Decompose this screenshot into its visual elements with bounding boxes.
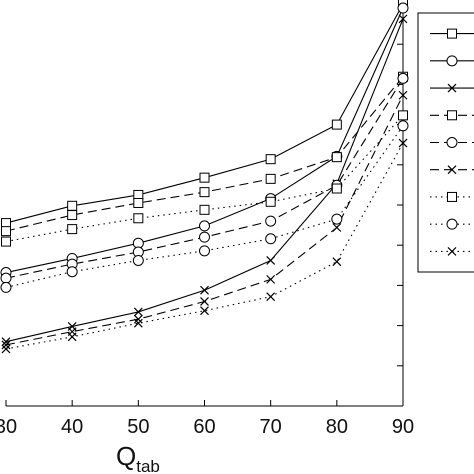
legend-entry <box>430 218 474 230</box>
data-point <box>199 172 210 183</box>
legend-marker <box>447 165 457 175</box>
data-point <box>200 306 209 316</box>
data-point <box>331 119 342 130</box>
x-axis-ticks: 30 40 50 60 70 80 90 <box>0 400 414 438</box>
data-point <box>331 152 342 163</box>
data-point <box>398 138 408 148</box>
data-point <box>200 297 209 306</box>
data-point <box>265 233 277 245</box>
data-point <box>133 314 143 324</box>
data-point <box>397 120 409 132</box>
data-point <box>265 215 277 227</box>
data-point <box>1 340 11 350</box>
x-tick-label: 80 <box>326 416 348 438</box>
x-tick-label: 90 <box>392 416 414 438</box>
data-point <box>133 213 144 224</box>
x-tick-label: 60 <box>193 416 215 438</box>
series-7 <box>1 110 408 247</box>
data-point <box>199 204 210 215</box>
legend-entry <box>430 110 474 121</box>
legend-entry <box>430 83 474 93</box>
data-point <box>67 210 78 221</box>
legend-marker <box>447 83 457 93</box>
legend-marker <box>446 55 458 67</box>
data-point <box>397 72 409 84</box>
data-point <box>265 154 276 165</box>
legend-entry <box>430 137 474 148</box>
data-point <box>199 220 210 232</box>
legend-marker <box>447 191 457 202</box>
legend-marker <box>447 246 457 256</box>
data-point <box>1 226 11 237</box>
legend-entry <box>430 191 474 202</box>
data-point <box>398 14 408 24</box>
data-point <box>66 266 78 278</box>
x-tick-label: 40 <box>61 416 83 438</box>
x-tick-label: 70 <box>260 416 282 438</box>
data-point <box>133 307 143 317</box>
data-point <box>199 187 210 198</box>
series-8 <box>0 120 409 293</box>
data-point <box>397 2 409 14</box>
data-point <box>266 274 276 284</box>
legend-entry <box>430 165 474 175</box>
series-9 <box>1 138 408 354</box>
legend-marker <box>446 218 458 230</box>
data-point <box>0 281 12 293</box>
x-axis-label-subscript: tab <box>136 457 160 474</box>
data-point <box>200 285 209 295</box>
legend-entry <box>430 28 474 39</box>
series-line <box>5 95 404 346</box>
data-point <box>265 173 276 184</box>
series-layer <box>0 0 409 354</box>
data-point <box>1 344 11 354</box>
data-point <box>331 183 342 194</box>
legend-marker <box>447 110 457 121</box>
data-point <box>67 224 78 235</box>
data-point <box>332 223 342 232</box>
data-point <box>133 197 144 208</box>
legend-entry <box>430 246 474 256</box>
data-point <box>132 254 144 266</box>
legend-entry <box>430 55 474 67</box>
data-point <box>0 272 12 284</box>
series-6 <box>1 90 408 350</box>
data-point <box>199 245 210 257</box>
data-point <box>67 332 77 342</box>
legend-marker <box>446 137 458 148</box>
plot-frame <box>6 0 404 407</box>
data-point <box>331 213 343 225</box>
data-point <box>266 256 276 265</box>
data-point <box>266 292 276 302</box>
data-point <box>332 257 342 267</box>
data-point <box>133 318 143 328</box>
legend-marker <box>447 28 457 39</box>
data-point <box>67 200 78 211</box>
data-point <box>398 110 408 121</box>
x-axis-label: Qtab <box>116 441 160 474</box>
x-axis-label-main: Q <box>116 441 136 471</box>
data-point <box>398 90 408 100</box>
data-point <box>199 231 210 243</box>
x-tick-label: 30 <box>0 416 17 438</box>
data-point <box>265 196 276 207</box>
legend <box>417 12 474 273</box>
x-tick-label: 50 <box>127 416 149 438</box>
data-point <box>1 236 11 247</box>
